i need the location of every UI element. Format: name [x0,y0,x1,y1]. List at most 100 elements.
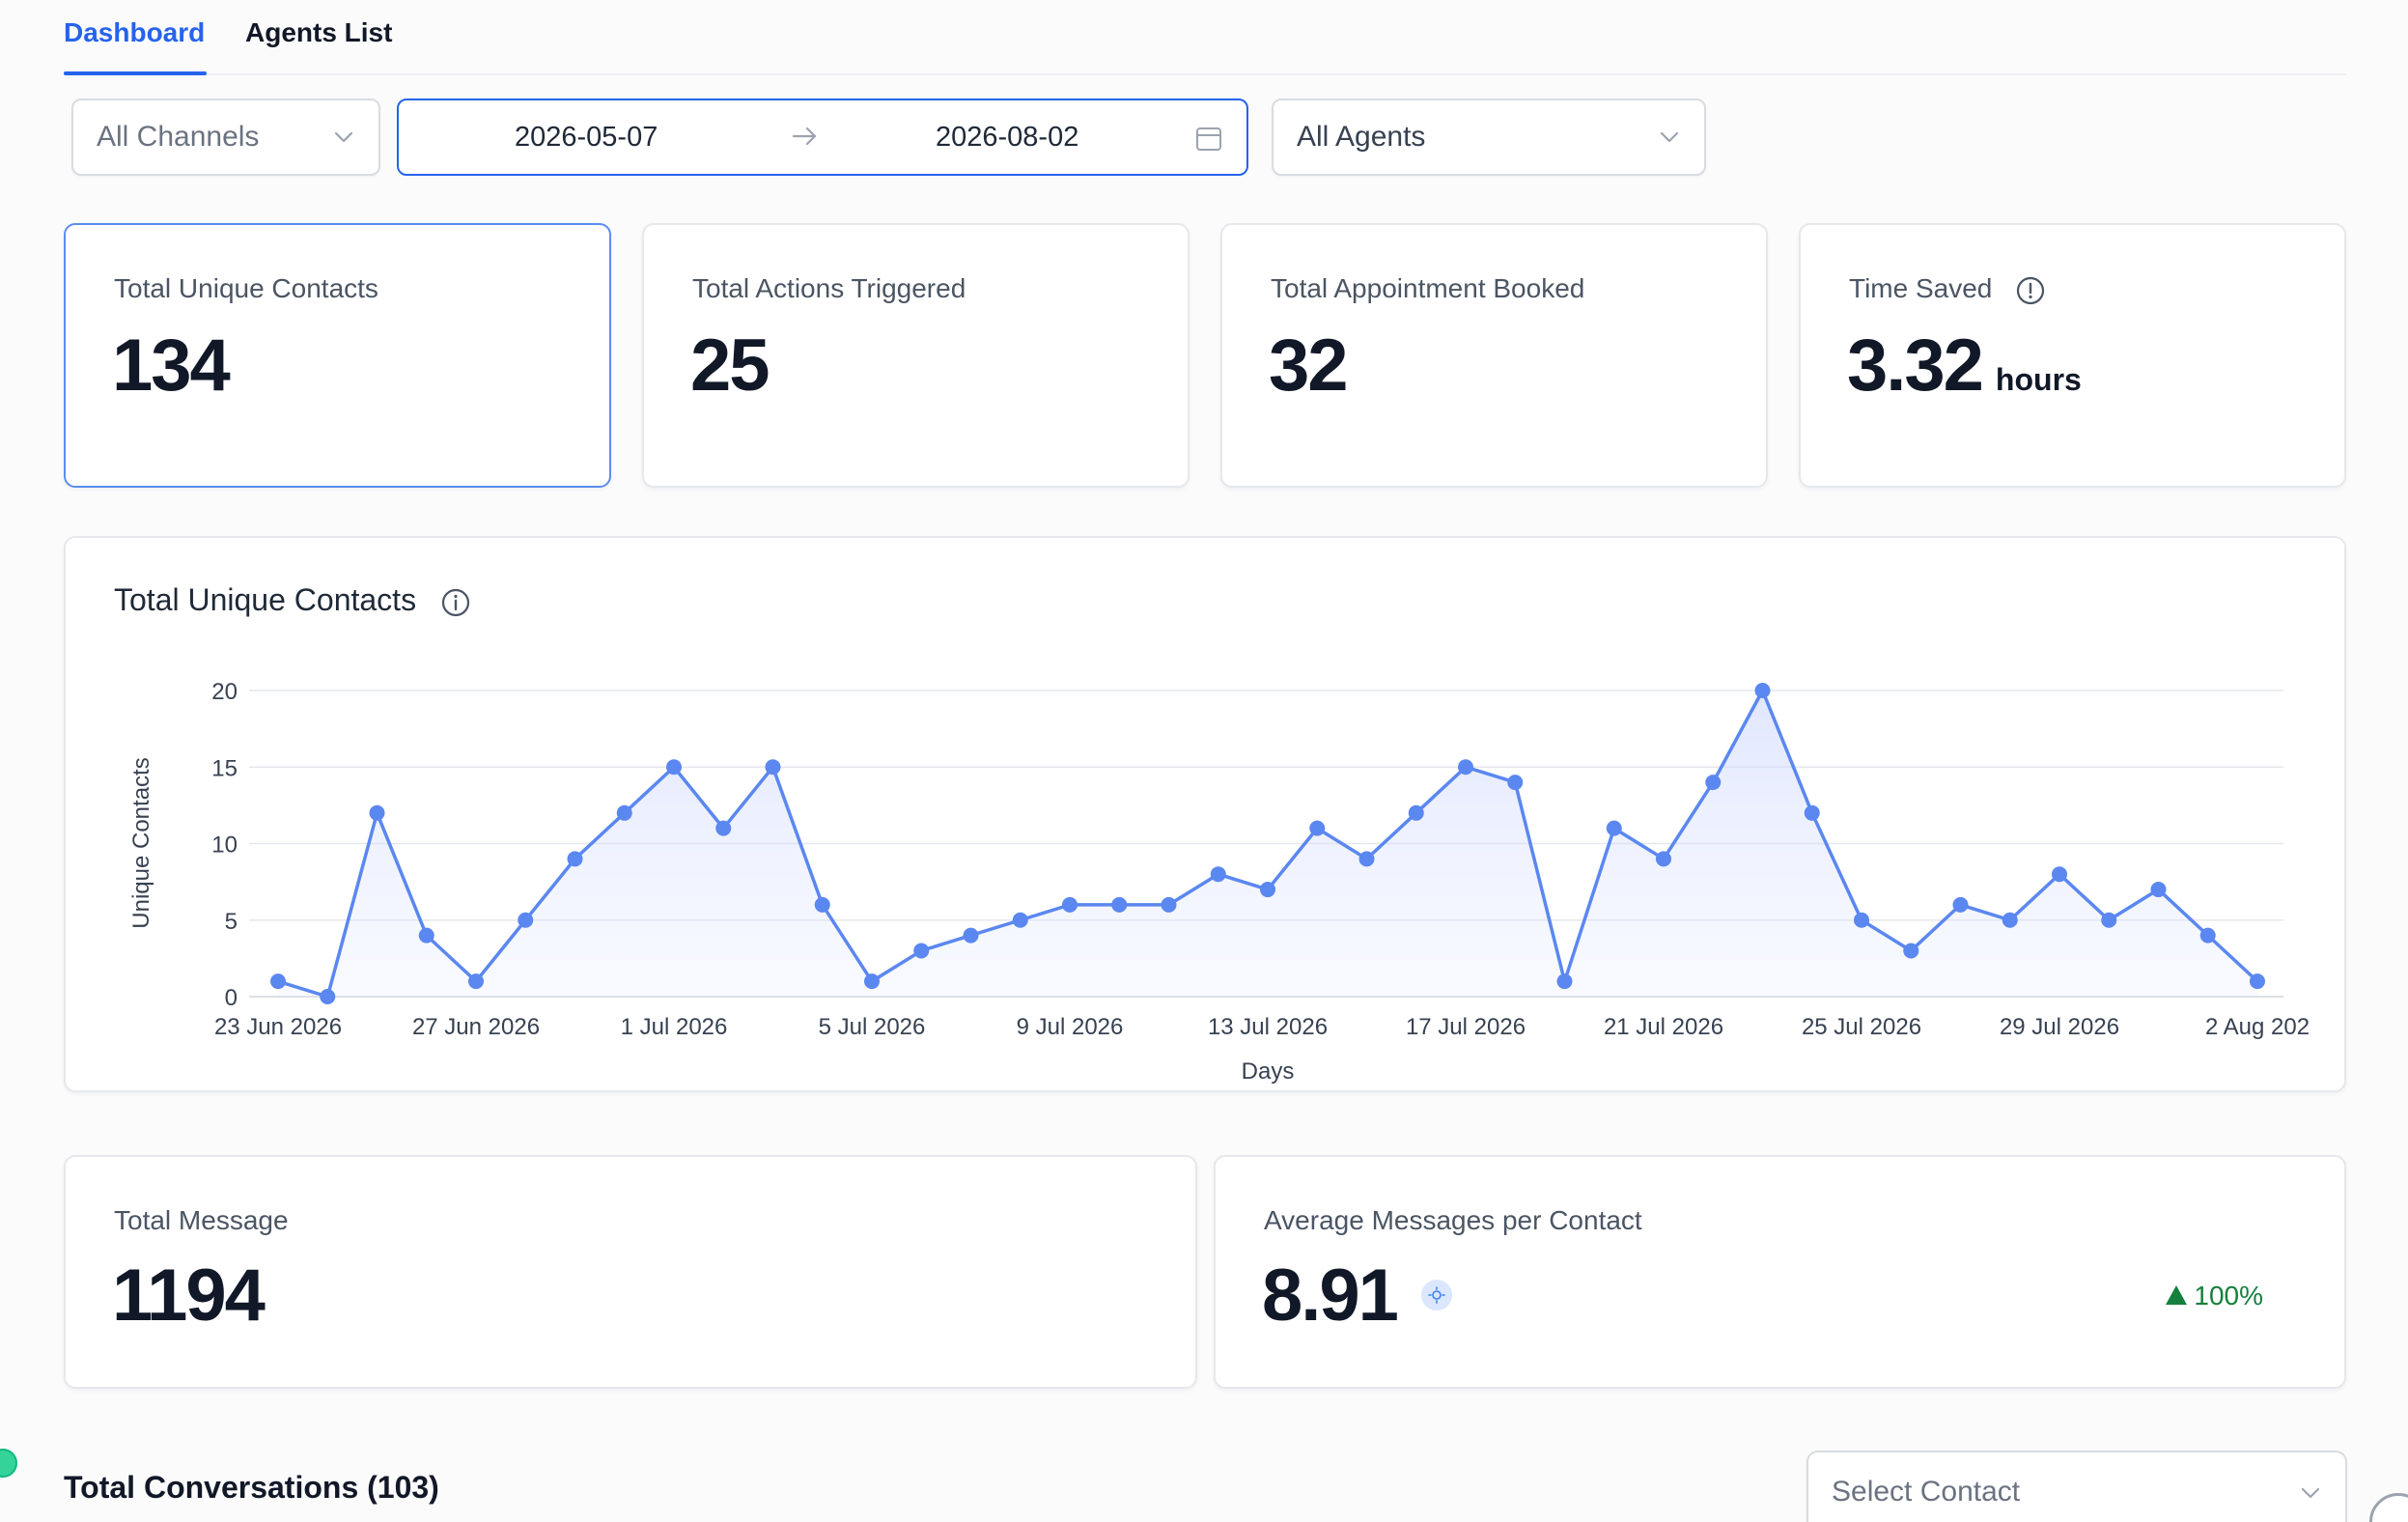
chart-title: Total Unique Contacts [114,582,417,617]
chart-title-row: Total Unique Contacts [114,582,471,618]
trend-indicator: 100% [2165,1281,2263,1311]
stat-unit: hours [1995,362,2082,397]
arrow-right-icon [792,127,817,146]
data-point [2250,973,2265,990]
data-point [963,927,979,944]
data-point [1161,896,1177,913]
agent-select-value: All Agents [1297,121,1426,153]
line-chart[interactable]: 0 5 10 15 20 23 Jun 2026 27 Jun 2026 1 Jul 2026… [66,538,2344,1090]
data-point [1854,912,1869,928]
sparkle-icon[interactable] [1421,1279,1453,1311]
stat-value: 8.91 [1262,1254,1399,1337]
data-point [518,912,534,928]
x-axis-label: Days [1242,1058,1295,1085]
data-point [1606,820,1622,836]
y-tick-label: 5 [225,909,238,935]
x-tick-label: 17 Jul 2026 [1406,1014,1526,1040]
contact-select-placeholder: Select Contact [1832,1476,2021,1508]
chevron-down-icon [334,131,353,143]
data-point [864,973,880,990]
date-range-picker[interactable]: 2026-05-07 2026-08-02 [397,99,1248,176]
data-point [1556,973,1573,990]
data-point [1111,896,1128,913]
start-date[interactable]: 2026-05-07 [515,122,658,153]
trend-value: 100% [2194,1281,2263,1311]
data-point [1012,912,1028,928]
data-point [2150,882,2167,898]
agent-select[interactable]: All Agents [1272,99,1706,176]
data-point [1458,759,1473,775]
data-point [1408,804,1424,821]
data-point [1309,820,1326,836]
info-icon[interactable] [440,587,471,618]
stat-value: 1194 [112,1254,266,1337]
resize-handle[interactable] [2369,1493,2408,1522]
tab-dashboard[interactable]: Dashboard [64,17,208,75]
stat-value: 32 [1269,324,1349,407]
data-point [320,989,336,1004]
stat-card-appointments[interactable]: Total Appointment Booked 32 [1220,223,1768,488]
data-point [1260,882,1275,898]
stat-value-row: 8.91 [1262,1254,1453,1338]
chevron-down-icon [2301,1487,2320,1499]
x-tick-label: 21 Jul 2026 [1604,1014,1723,1040]
status-indicator[interactable] [0,1449,17,1478]
data-point [2199,927,2216,944]
data-point [1210,866,1226,883]
x-tick-label: 23 Jun 2026 [214,1014,342,1040]
y-tick-label: 20 [211,679,238,705]
data-point [1754,683,1771,698]
x-tick-label: 5 Jul 2026 [819,1014,926,1040]
x-tick-label: 29 Jul 2026 [2000,1014,2119,1040]
stat-card-unique-contacts[interactable]: Total Unique Contacts 134 [64,223,611,488]
data-point [270,973,286,990]
data-point [1062,896,1078,913]
x-tick-label: 2 Aug 202 [2205,1014,2310,1040]
alert-circle-icon[interactable] [2015,275,2046,306]
contact-select[interactable]: Select Contact [1806,1451,2347,1522]
stat-label: Total Appointment Booked [1271,273,1585,303]
data-point [715,820,732,836]
channel-select[interactable]: All Channels [71,99,380,176]
data-point [913,943,930,959]
channel-select-value: All Channels [97,121,260,153]
data-point [1705,775,1722,791]
data-point [1952,896,1969,913]
stat-card-actions-triggered[interactable]: Total Actions Triggered 25 [642,223,1190,488]
stat-card-time-saved[interactable]: Time Saved 3.32 hours [1799,223,2346,488]
x-tick-label: 25 Jul 2026 [1802,1014,1921,1040]
data-point [1903,943,1919,959]
data-point [616,804,632,821]
data-point [1656,851,1671,867]
data-point [468,973,484,990]
x-tick-label: 9 Jul 2026 [1017,1014,1124,1040]
x-tick-label: 1 Jul 2026 [621,1014,728,1040]
data-point [666,759,682,775]
tab-agents-list[interactable]: Agents List [245,17,393,47]
data-point [2002,912,2018,928]
data-point [1358,851,1375,867]
data-point [1804,804,1820,821]
data-point [1507,775,1524,791]
stat-value: 25 [690,324,770,407]
end-date[interactable]: 2026-08-02 [936,122,1079,153]
data-point [418,927,434,944]
chevron-down-icon [1660,131,1679,143]
average-messages-card: Average Messages per Contact 8.91 100% [1214,1155,2346,1389]
calendar-icon[interactable] [1194,124,1223,153]
stat-label: Total Message [114,1205,289,1235]
data-point [765,759,781,775]
conversations-title: Total Conversations (103) [64,1470,439,1505]
data-point [2052,866,2067,883]
stat-label: Average Messages per Contact [1264,1205,1642,1235]
y-tick-label: 15 [211,755,238,781]
data-point [2101,912,2117,928]
x-tick-label: 13 Jul 2026 [1208,1014,1328,1040]
y-axis-label: Unique Contacts [128,757,154,928]
x-tick-label: 27 Jun 2026 [412,1014,540,1040]
stat-label: Total Actions Triggered [692,273,966,303]
stat-label-row: Time Saved [1849,273,2046,306]
data-point [369,804,385,821]
stat-label: Total Unique Contacts [114,273,378,303]
unique-contacts-chart-card: Total Unique Contacts 0 5 10 15 20 23 Jun 202… [64,536,2346,1092]
